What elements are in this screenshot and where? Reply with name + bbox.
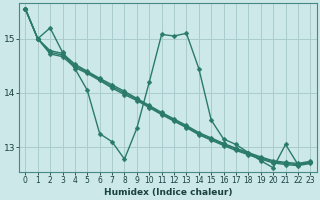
X-axis label: Humidex (Indice chaleur): Humidex (Indice chaleur) xyxy=(104,188,232,197)
